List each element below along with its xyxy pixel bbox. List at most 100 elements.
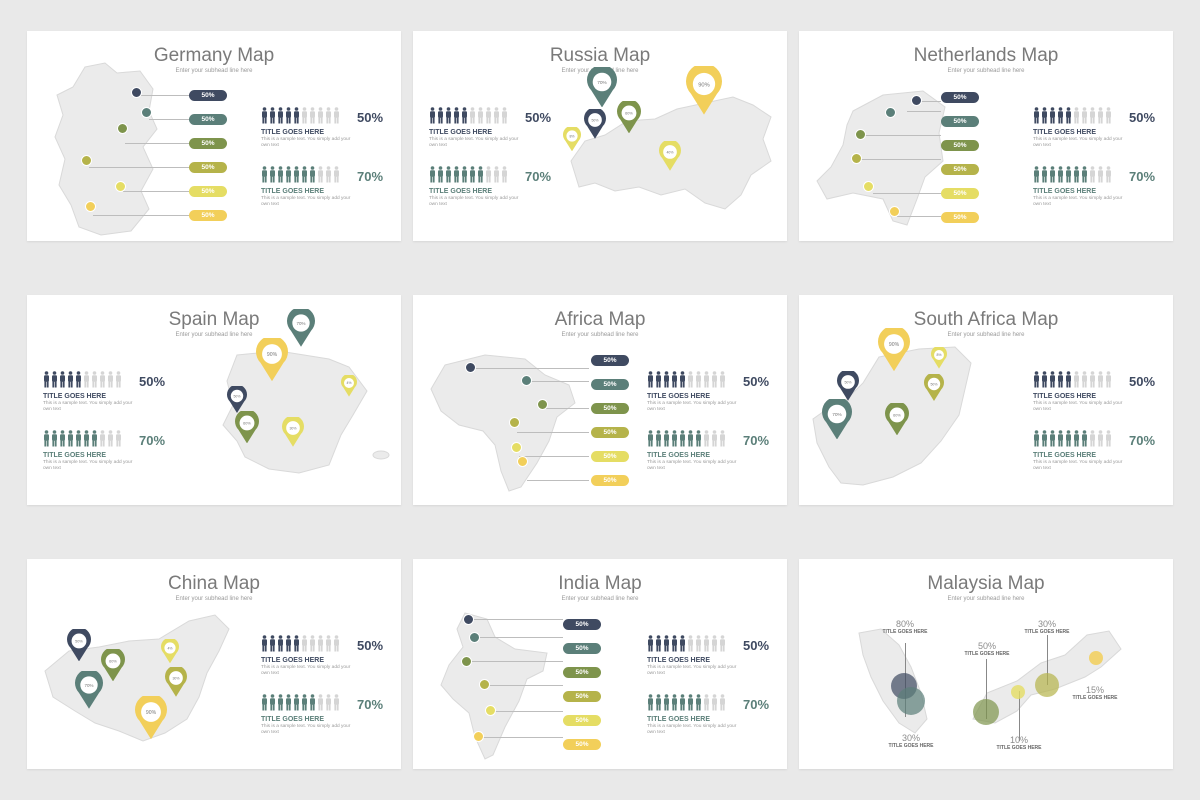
location-dot[interactable] (141, 107, 152, 118)
map-pin[interactable]: 70% (287, 307, 315, 347)
map-pin[interactable]: 4% (161, 637, 179, 663)
slide-spain[interactable]: Spain Map Enter your subhead line here 5… (27, 295, 401, 505)
location-dot[interactable] (131, 87, 142, 98)
map-pin[interactable]: 8% (931, 346, 947, 369)
stat-percent: 50% (357, 638, 384, 653)
slide-china[interactable]: China Map Enter your subhead line here 5… (27, 559, 401, 769)
map-pin[interactable]: 90% (135, 693, 167, 739)
person-icon (696, 694, 701, 711)
person-icon (52, 430, 57, 447)
person-icon (302, 107, 307, 124)
slide-india[interactable]: India Map Enter your subhead line here 5… (413, 559, 787, 769)
data-bubble[interactable] (973, 699, 999, 725)
data-label: 30% TITLE GOES HERE (881, 733, 941, 749)
person-icon (116, 371, 121, 388)
map-pin[interactable]: 50% (837, 369, 859, 401)
map-pin[interactable]: 50% (584, 107, 606, 139)
slide-germany[interactable]: Germany Map Enter your subhead line here… (27, 31, 401, 241)
person-icon (1106, 166, 1111, 183)
map-pin[interactable]: 30% (165, 665, 187, 697)
location-dot[interactable] (85, 201, 96, 212)
person-icon (672, 371, 677, 388)
map-pin[interactable]: 8% (563, 125, 581, 151)
people-icon-row (429, 166, 508, 183)
map-pin[interactable]: 70% (822, 396, 852, 439)
location-dot[interactable] (851, 153, 862, 164)
person-icon (502, 166, 507, 183)
data-bubble[interactable] (1011, 685, 1025, 699)
slide-netherlands[interactable]: Netherlands Map Enter your subhead line … (799, 31, 1173, 241)
data-bubble[interactable] (897, 687, 925, 715)
person-icon (278, 107, 283, 124)
location-dot[interactable] (855, 129, 866, 140)
pin-label: 60% (893, 413, 901, 417)
map-pin[interactable]: 60% (885, 400, 909, 435)
location-dot[interactable] (473, 731, 484, 742)
map-pin[interactable]: 70% (75, 669, 103, 709)
map-pin[interactable]: 4% (341, 374, 357, 397)
value-pill: 50% (591, 451, 629, 462)
map-pin[interactable]: 50% (227, 384, 247, 413)
location-dot[interactable] (521, 375, 532, 386)
pin-label: 70% (85, 683, 94, 688)
location-dot[interactable] (463, 614, 474, 625)
map-pin[interactable]: 60% (101, 646, 125, 681)
location-dot[interactable] (485, 705, 496, 716)
map-pin[interactable]: 90% (686, 63, 722, 115)
data-label-percent: 15% (1085, 685, 1104, 695)
pin-icon: 4% (341, 374, 357, 397)
value-pill: 50% (189, 210, 227, 221)
person-icon (712, 430, 717, 447)
location-dot[interactable] (461, 656, 472, 667)
slide-africa[interactable]: Africa Map Enter your subhead line here … (413, 295, 787, 505)
map-pin[interactable]: 70% (587, 64, 617, 107)
stat-title: TITLE GOES HERE (429, 129, 493, 136)
location-dot[interactable] (115, 181, 126, 192)
location-dot[interactable] (465, 362, 476, 373)
location-dot[interactable] (537, 399, 548, 410)
person-icon (1082, 430, 1087, 447)
map-pin[interactable]: 40% (659, 139, 681, 171)
map-pin[interactable]: 60% (617, 98, 641, 133)
slide-malaysia[interactable]: Malaysia Map Enter your subhead line her… (799, 559, 1173, 769)
slide-south-africa[interactable]: South Africa Map Enter your subhead line… (799, 295, 1173, 505)
location-dot[interactable] (117, 123, 128, 134)
person-icon (60, 430, 65, 447)
person-icon (446, 107, 451, 124)
location-dot[interactable] (863, 181, 874, 192)
value-pill: 50% (941, 92, 979, 103)
data-bubble[interactable] (1089, 651, 1103, 665)
data-bubble[interactable] (1035, 673, 1059, 697)
location-dot[interactable] (509, 417, 520, 428)
location-dot[interactable] (469, 632, 480, 643)
person-icon (84, 430, 89, 447)
slide-russia[interactable]: Russia Map Enter your subhead line here … (413, 31, 787, 241)
location-dot[interactable] (479, 679, 490, 690)
person-icon (1066, 371, 1071, 388)
person-icon (680, 635, 685, 652)
person-icon (1058, 166, 1063, 183)
person-icon (92, 371, 97, 388)
map-pin[interactable]: 50% (924, 372, 944, 401)
stat-text: This is a sample text. You simply add yo… (1033, 196, 1123, 207)
slide-title: Netherlands Map (913, 45, 1059, 66)
location-dot[interactable] (889, 206, 900, 217)
map-pin[interactable]: 90% (256, 335, 288, 381)
stat-text: This is a sample text. You simply add yo… (261, 665, 351, 676)
pin-icon: 50% (227, 384, 247, 413)
person-icon (278, 635, 283, 652)
stat-percent: 70% (743, 697, 770, 712)
location-dot[interactable] (81, 155, 92, 166)
person-icon (462, 166, 467, 183)
location-dot[interactable] (517, 456, 528, 467)
map-pin[interactable]: 50% (67, 626, 91, 661)
location-dot[interactable] (511, 442, 522, 453)
location-dot[interactable] (885, 107, 896, 118)
map-pin[interactable]: 30% (282, 415, 304, 447)
person-icon (688, 694, 693, 711)
person-icon (334, 635, 339, 652)
location-dot[interactable] (911, 95, 922, 106)
map-pin[interactable]: 60% (235, 408, 259, 443)
map-pin[interactable]: 90% (878, 325, 910, 371)
slide-title: Russia Map (549, 45, 651, 66)
